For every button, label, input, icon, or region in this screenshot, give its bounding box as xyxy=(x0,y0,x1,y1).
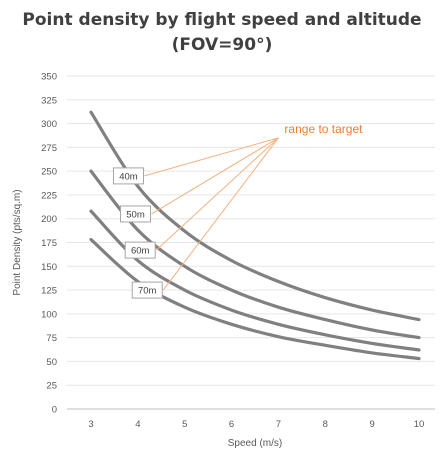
series-label-70m: 70m xyxy=(138,286,157,297)
y-tick-label: 150 xyxy=(41,262,57,273)
series-lines xyxy=(89,110,421,361)
chart-title-line-2: (FOV=90°) xyxy=(171,35,273,55)
y-tick-label: 50 xyxy=(46,357,57,368)
x-tick-label: 7 xyxy=(276,419,281,430)
series-labels: 40m 50m 60m 70m xyxy=(112,167,163,299)
x-tick-label: 9 xyxy=(369,419,374,430)
callout-line-50m xyxy=(151,137,279,215)
y-tick-label: 350 xyxy=(41,72,57,83)
callout-line-70m xyxy=(162,137,279,291)
series-line-50m xyxy=(89,169,421,340)
chart-title: Point density by flight speed and altitu… xyxy=(0,8,444,58)
y-tick-label: 100 xyxy=(41,309,57,320)
x-tick-label: 5 xyxy=(182,419,187,430)
x-tick-label: 4 xyxy=(135,419,140,430)
x-tick-label: 3 xyxy=(88,419,93,430)
series-label-box-70m xyxy=(131,281,163,299)
series-label-60m: 60m xyxy=(131,246,150,257)
y-tick-label: 75 xyxy=(46,333,57,344)
series-label-50m: 50m xyxy=(126,209,145,220)
y-tick-label: 125 xyxy=(41,286,57,297)
series-label-40m: 40m xyxy=(119,171,138,182)
gridlines xyxy=(67,75,435,386)
x-tick-label: 6 xyxy=(229,419,234,430)
y-tick-label: 200 xyxy=(41,214,57,225)
series-label-box-40m xyxy=(112,167,144,185)
y-tick-labels: 0 25 50 75 100 125 150 175 200 225 250 275 300 325 350 xyxy=(41,72,57,416)
y-axis-title: Point Density (pts/sq.m) xyxy=(12,189,23,295)
callout-lines xyxy=(144,137,279,291)
series-line-40m xyxy=(89,110,421,322)
x-tick-label: 8 xyxy=(323,419,328,430)
x-tick-label: 10 xyxy=(414,419,425,430)
y-tick-label: 25 xyxy=(46,381,57,392)
y-tick-label: 0 xyxy=(52,405,57,416)
series-line-60m xyxy=(89,209,421,352)
y-tick-label: 275 xyxy=(41,143,57,154)
y-tick-label: 325 xyxy=(41,95,57,106)
y-tick-label: 175 xyxy=(41,238,57,249)
y-tick-label: 300 xyxy=(41,119,57,130)
x-axis-title: Speed (m/s) xyxy=(228,438,282,449)
y-tick-label: 225 xyxy=(41,190,57,201)
series-label-box-50m xyxy=(120,205,152,223)
y-tick-label: 250 xyxy=(41,167,57,178)
series-label-box-60m xyxy=(124,241,156,259)
callout-line-60m xyxy=(155,137,279,251)
callout-line-40m xyxy=(144,137,279,177)
annotation-range-to-target: range to target xyxy=(284,122,363,136)
chart-title-line-1: Point density by flight speed and altitu… xyxy=(22,10,422,30)
x-tick-labels: 3 4 5 6 7 8 9 10 xyxy=(88,419,424,430)
